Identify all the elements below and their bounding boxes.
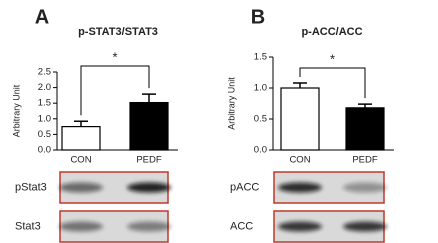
- y-tick-label: 0.0: [38, 145, 51, 156]
- blot-band: [278, 221, 322, 232]
- panel-letter: B: [251, 6, 265, 28]
- bar: [61, 125, 101, 151]
- y-axis-label: Arbitrary Unit: [226, 77, 236, 130]
- significance-mark: *: [112, 49, 117, 64]
- blot-label: Stat3: [15, 220, 41, 232]
- significance-mark: *: [330, 51, 335, 66]
- y-tick-label: 1.5: [254, 52, 267, 63]
- blot-label: ACC: [230, 220, 253, 232]
- chart-title: p-STAT3/STAT3: [78, 26, 158, 38]
- y-tick-label: 0.5: [38, 129, 51, 140]
- blot-label: pStat3: [15, 181, 47, 193]
- y-tick-label: 2.5: [38, 67, 51, 78]
- y-tick-label: 2.0: [38, 82, 51, 93]
- significance-bracket: [299, 67, 366, 99]
- blot-band: [59, 182, 103, 193]
- error-bar: [142, 93, 156, 103]
- x-tick-label: PEDF: [136, 155, 162, 166]
- blot-label: pACC: [230, 181, 259, 193]
- error-bar: [293, 82, 307, 88]
- panel-letter: A: [35, 6, 49, 28]
- bar: [345, 107, 385, 151]
- bar: [280, 87, 320, 151]
- blot-band: [343, 182, 387, 193]
- x-tick-label: PEDF: [352, 155, 378, 166]
- y-tick-label: 1.5: [38, 98, 51, 109]
- bar: [129, 101, 169, 151]
- y-axis-label: Arbitrary Unit: [11, 84, 21, 137]
- y-tick-label: 0.0: [254, 145, 267, 156]
- blot-band: [127, 221, 171, 232]
- blot-band: [278, 182, 322, 193]
- blot-band: [127, 182, 171, 193]
- y-tick-label: 1.0: [38, 113, 51, 124]
- y-tick-label: 0.5: [254, 114, 267, 125]
- blot-band: [343, 221, 387, 232]
- error-bar: [74, 120, 88, 127]
- error-bar: [358, 103, 372, 108]
- x-tick-label: CON: [70, 155, 91, 166]
- y-tick-label: 1.0: [254, 83, 267, 94]
- chart-title: p-ACC/ACC: [301, 26, 362, 38]
- x-tick-label: CON: [289, 155, 310, 166]
- blot-band: [59, 221, 103, 232]
- significance-bracket: [80, 65, 150, 116]
